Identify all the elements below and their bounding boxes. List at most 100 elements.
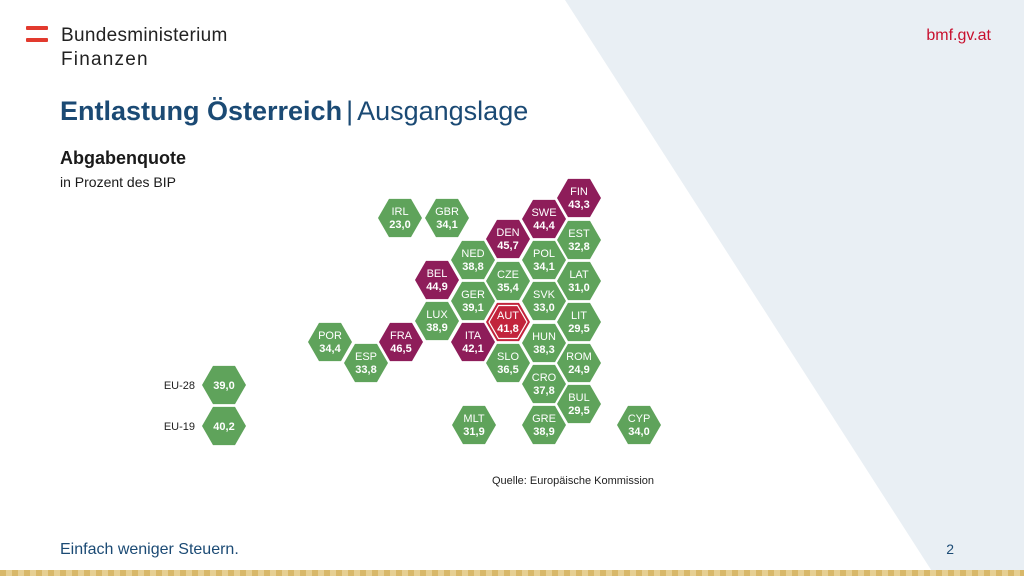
hex-shape bbox=[486, 302, 530, 342]
hex-value: 38,9 bbox=[426, 322, 447, 334]
hex-shape bbox=[415, 260, 459, 300]
hex-country-code: CZE bbox=[497, 269, 519, 281]
hex-value: 38,9 bbox=[533, 426, 554, 438]
page-title-main: Entlastung Österreich bbox=[60, 96, 343, 126]
hex-country-code: IRL bbox=[391, 206, 408, 218]
hex-shape bbox=[202, 365, 246, 405]
hex-country-code: MLT bbox=[463, 413, 484, 425]
hex-shape bbox=[557, 220, 601, 260]
hex-value: 31,0 bbox=[568, 282, 589, 294]
hex-country-code: POR bbox=[318, 330, 342, 342]
hex-country-code: GER bbox=[461, 289, 485, 301]
hex-shape bbox=[379, 322, 423, 362]
hex-value: 34,4 bbox=[319, 343, 341, 355]
hex-shape bbox=[451, 240, 495, 280]
hex-highlight-border bbox=[488, 304, 528, 340]
hex-value: 23,0 bbox=[389, 219, 410, 231]
hex-value: 44,4 bbox=[533, 220, 555, 232]
hex-value: 29,5 bbox=[568, 323, 589, 335]
hex-shape bbox=[557, 302, 601, 342]
page-title: Entlastung Österreich | Ausgangslage bbox=[60, 96, 528, 127]
hex-shape bbox=[557, 261, 601, 301]
hex-shape bbox=[522, 199, 566, 239]
hex-shape bbox=[522, 240, 566, 280]
hex-value: 41,8 bbox=[497, 323, 518, 335]
hex-country-code: LIT bbox=[571, 310, 587, 322]
hex-value: 34,1 bbox=[533, 261, 554, 273]
hex-value: 34,0 bbox=[628, 426, 649, 438]
hex-shape bbox=[415, 301, 459, 341]
hex-shape bbox=[202, 406, 246, 446]
hex-aggregate-eu-19: EU-19 40,2 bbox=[164, 406, 246, 446]
hex-value: 39,1 bbox=[462, 302, 483, 314]
hex-value: 45,7 bbox=[497, 240, 518, 252]
hex-value: 34,1 bbox=[436, 219, 457, 231]
hex-country-code: GRE bbox=[532, 413, 556, 425]
hex-shape bbox=[617, 405, 661, 445]
hex-value: 24,9 bbox=[568, 364, 589, 376]
hex-value: 31,9 bbox=[463, 426, 484, 438]
website-link[interactable]: bmf.gv.at bbox=[926, 27, 991, 44]
hex-country-code: SVK bbox=[533, 289, 556, 301]
hex-shape bbox=[378, 198, 422, 238]
hex-country-code: CYP bbox=[628, 413, 651, 425]
hex-shape bbox=[522, 405, 566, 445]
hex-country-code: LAT bbox=[569, 269, 589, 281]
footer-slogan: Einfach weniger Steuern. bbox=[60, 541, 239, 558]
hex-shape bbox=[452, 405, 496, 445]
hex-country-code: HUN bbox=[532, 331, 556, 343]
hex-country-code: POL bbox=[533, 248, 555, 260]
hex-shape bbox=[451, 281, 495, 321]
hex-shape bbox=[308, 322, 352, 362]
hex-shape bbox=[344, 343, 388, 383]
hex-country-code: ESP bbox=[355, 351, 377, 363]
hex-value: 36,5 bbox=[497, 364, 518, 376]
page-title-sub: Ausgangslage bbox=[357, 96, 529, 126]
hex-shape bbox=[522, 323, 566, 363]
hex-shape bbox=[425, 198, 469, 238]
hex-shape bbox=[486, 343, 530, 383]
aggregate-label: EU-19 bbox=[164, 421, 195, 433]
hex-value: 46,5 bbox=[390, 343, 411, 355]
hex-value: 32,8 bbox=[568, 241, 589, 253]
hex-country-code: CRO bbox=[532, 372, 557, 384]
aggregate-value: 39,0 bbox=[213, 380, 234, 392]
chart-title: Abgabenquote bbox=[60, 148, 186, 168]
hex-shape bbox=[522, 281, 566, 321]
hex-country-code: ITA bbox=[465, 330, 482, 342]
logo-ministry-name: Bundesministerium bbox=[61, 25, 228, 46]
hex-value: 33,0 bbox=[533, 302, 554, 314]
hex-shape bbox=[557, 178, 601, 218]
hex-shape bbox=[451, 322, 495, 362]
hex-value: 33,8 bbox=[355, 364, 376, 376]
hex-country-code: ROM bbox=[566, 351, 592, 363]
hex-value: 38,3 bbox=[533, 344, 554, 356]
logo-ministry-department: Finanzen bbox=[61, 49, 149, 70]
hex-country-code: BUL bbox=[568, 392, 589, 404]
hex-value: 29,5 bbox=[568, 405, 589, 417]
hex-country-code: DEN bbox=[496, 227, 519, 239]
aggregate-label: EU-28 bbox=[164, 380, 195, 392]
hex-country-code: FIN bbox=[570, 186, 588, 198]
hex-country-code: SWE bbox=[531, 207, 556, 219]
